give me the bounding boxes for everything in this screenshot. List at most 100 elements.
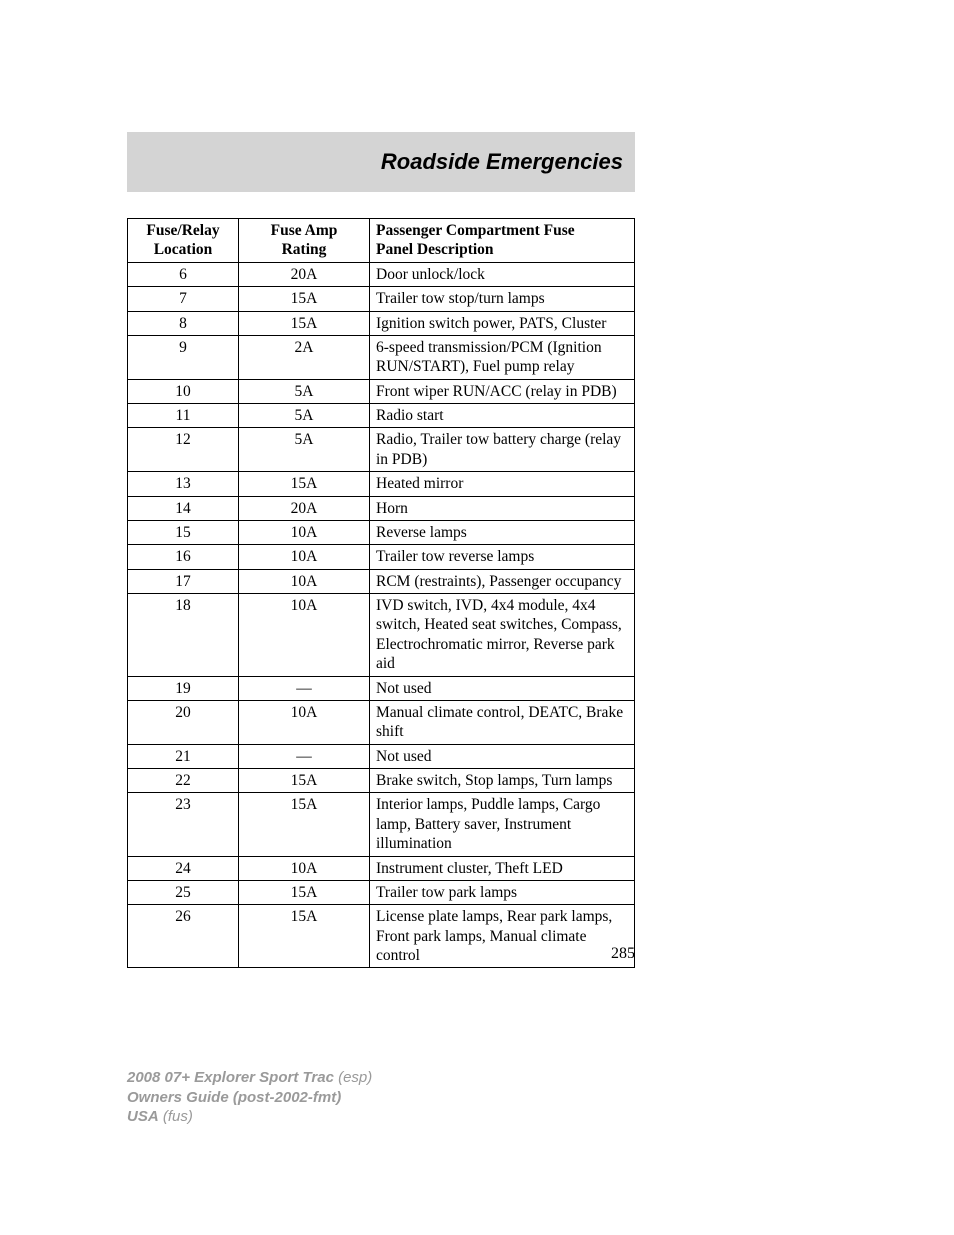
table-row: 715ATrailer tow stop/turn lamps — [128, 287, 635, 311]
cell-location: 19 — [128, 676, 239, 700]
cell-amp: 10A — [239, 545, 370, 569]
table-row: 115ARadio start — [128, 404, 635, 428]
cell-desc: Not used — [370, 676, 635, 700]
cell-desc: Horn — [370, 496, 635, 520]
footer-line1-bold: 2008 07+ Explorer Sport Trac — [127, 1069, 334, 1086]
cell-amp: 10A — [239, 520, 370, 544]
table-row: 1710ARCM (restraints), Passenger occupan… — [128, 569, 635, 593]
cell-location: 16 — [128, 545, 239, 569]
table-row: 620ADoor unlock/lock — [128, 262, 635, 286]
cell-location: 20 — [128, 700, 239, 744]
footer-block: 2008 07+ Explorer Sport Trac (esp) Owner… — [127, 1068, 372, 1127]
col-header-location-l2: Location — [154, 241, 213, 258]
footer-line2-bold: Owners Guide (post-2002-fmt) — [127, 1089, 341, 1106]
cell-desc: Trailer tow reverse lamps — [370, 545, 635, 569]
cell-amp: 10A — [239, 856, 370, 880]
cell-location: 15 — [128, 520, 239, 544]
col-header-amp-l2: Rating — [282, 241, 327, 258]
cell-location: 12 — [128, 428, 239, 472]
cell-location: 10 — [128, 379, 239, 403]
col-header-desc: Passenger Compartment Fuse Panel Descrip… — [370, 219, 635, 263]
cell-desc: Manual climate control, DEATC, Brake shi… — [370, 700, 635, 744]
table-header-row: Fuse/Relay Location Fuse Amp Rating Pass… — [128, 219, 635, 263]
table-body: 620ADoor unlock/lock715ATrailer tow stop… — [128, 262, 635, 968]
cell-amp: 5A — [239, 379, 370, 403]
table-row: 2215ABrake switch, Stop lamps, Turn lamp… — [128, 769, 635, 793]
cell-desc: Heated mirror — [370, 472, 635, 496]
cell-desc: Instrument cluster, Theft LED — [370, 856, 635, 880]
col-header-amp: Fuse Amp Rating — [239, 219, 370, 263]
cell-desc: IVD switch, IVD, 4x4 module, 4x4 switch,… — [370, 594, 635, 677]
cell-amp: 5A — [239, 404, 370, 428]
table-row: 1610ATrailer tow reverse lamps — [128, 545, 635, 569]
cell-amp: 20A — [239, 262, 370, 286]
cell-amp: 15A — [239, 793, 370, 856]
table-row: 19—Not used — [128, 676, 635, 700]
table-row: 2010AManual climate control, DEATC, Brak… — [128, 700, 635, 744]
table-row: 2410AInstrument cluster, Theft LED — [128, 856, 635, 880]
cell-location: 22 — [128, 769, 239, 793]
cell-desc: Reverse lamps — [370, 520, 635, 544]
cell-amp: — — [239, 744, 370, 768]
cell-desc: Front wiper RUN/ACC (relay in PDB) — [370, 379, 635, 403]
cell-desc: Radio, Trailer tow battery charge (relay… — [370, 428, 635, 472]
cell-amp: 10A — [239, 700, 370, 744]
cell-amp: 15A — [239, 769, 370, 793]
cell-location: 24 — [128, 856, 239, 880]
table-row: 2515ATrailer tow park lamps — [128, 880, 635, 904]
col-header-amp-l1: Fuse Amp — [271, 222, 338, 239]
cell-amp: 15A — [239, 880, 370, 904]
cell-desc: Not used — [370, 744, 635, 768]
cell-desc: Trailer tow stop/turn lamps — [370, 287, 635, 311]
footer-line-2: Owners Guide (post-2002-fmt) — [127, 1088, 372, 1108]
footer-line-3: USA (fus) — [127, 1107, 372, 1127]
col-header-desc-l1: Passenger Compartment Fuse — [376, 222, 575, 239]
table-row: 815AIgnition switch power, PATS, Cluster — [128, 311, 635, 335]
cell-amp: 15A — [239, 311, 370, 335]
cell-desc: Trailer tow park lamps — [370, 880, 635, 904]
footer-line-1: 2008 07+ Explorer Sport Trac (esp) — [127, 1068, 372, 1088]
cell-amp: 15A — [239, 905, 370, 968]
cell-desc: Door unlock/lock — [370, 262, 635, 286]
footer-line3-bold: USA — [127, 1108, 159, 1125]
cell-location: 18 — [128, 594, 239, 677]
table-row: 1420AHorn — [128, 496, 635, 520]
table-row: 125ARadio, Trailer tow battery charge (r… — [128, 428, 635, 472]
cell-location: 23 — [128, 793, 239, 856]
cell-desc: Brake switch, Stop lamps, Turn lamps — [370, 769, 635, 793]
table-row: 1810AIVD switch, IVD, 4x4 module, 4x4 sw… — [128, 594, 635, 677]
cell-desc: Radio start — [370, 404, 635, 428]
cell-location: 14 — [128, 496, 239, 520]
col-header-location-l1: Fuse/Relay — [146, 222, 219, 239]
cell-location: 7 — [128, 287, 239, 311]
cell-location: 9 — [128, 335, 239, 379]
cell-location: 26 — [128, 905, 239, 968]
cell-amp: 10A — [239, 569, 370, 593]
cell-location: 25 — [128, 880, 239, 904]
cell-amp: 15A — [239, 287, 370, 311]
table-row: 1510AReverse lamps — [128, 520, 635, 544]
table-row: 92A6-speed transmission/PCM (Ignition RU… — [128, 335, 635, 379]
footer-line1-ital: (esp) — [334, 1069, 372, 1086]
cell-location: 21 — [128, 744, 239, 768]
table-row: 2315AInterior lamps, Puddle lamps, Cargo… — [128, 793, 635, 856]
cell-amp: — — [239, 676, 370, 700]
cell-location: 8 — [128, 311, 239, 335]
cell-amp: 15A — [239, 472, 370, 496]
cell-location: 17 — [128, 569, 239, 593]
cell-amp: 2A — [239, 335, 370, 379]
table-row: 105AFront wiper RUN/ACC (relay in PDB) — [128, 379, 635, 403]
cell-desc: Ignition switch power, PATS, Cluster — [370, 311, 635, 335]
col-header-location: Fuse/Relay Location — [128, 219, 239, 263]
cell-location: 6 — [128, 262, 239, 286]
cell-amp: 5A — [239, 428, 370, 472]
table-row: 1315AHeated mirror — [128, 472, 635, 496]
cell-desc: License plate lamps, Rear park lamps, Fr… — [370, 905, 635, 968]
fuse-table: Fuse/Relay Location Fuse Amp Rating Pass… — [127, 218, 635, 968]
page-number: 285 — [611, 945, 635, 963]
table-row: 2615ALicense plate lamps, Rear park lamp… — [128, 905, 635, 968]
cell-amp: 20A — [239, 496, 370, 520]
cell-location: 11 — [128, 404, 239, 428]
table-row: 21—Not used — [128, 744, 635, 768]
cell-desc: RCM (restraints), Passenger occupancy — [370, 569, 635, 593]
